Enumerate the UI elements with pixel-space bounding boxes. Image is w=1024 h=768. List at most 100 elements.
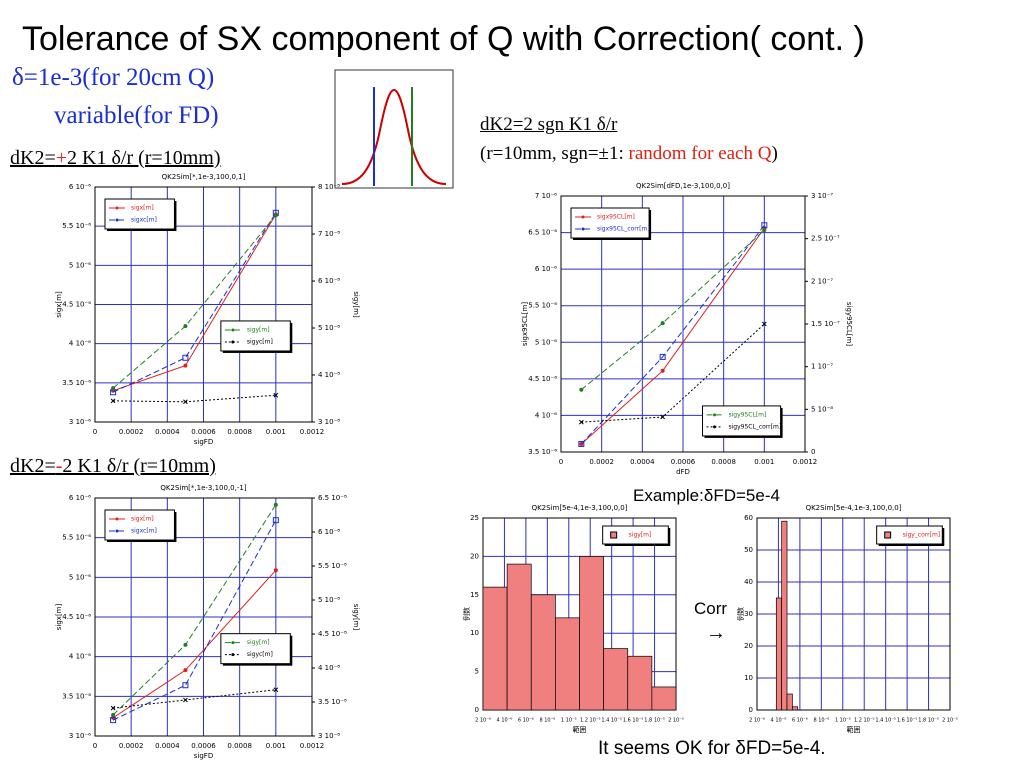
legend [876,525,943,545]
series [110,517,279,724]
y2-tick-label: 6 10⁻⁸ [318,277,340,285]
marker [660,321,665,326]
y-tick-label: 3 10⁻⁶ [69,732,91,740]
y2-tick-label: 3 10⁻⁷ [811,192,833,200]
x-axis-label: dFD [676,468,690,476]
y-tick-label: 5 [475,668,479,676]
x-axis-label: 範囲 [847,725,861,734]
x-tick-label: 0 [559,458,563,466]
y-tick-label: 20 [470,552,479,560]
histogram-bar [603,648,629,711]
marker [579,387,584,392]
x-tick-label: 0.001 [266,428,286,436]
x-tick-label: 0.001 [266,742,286,750]
y-tick-label: 3.5 10⁻⁶ [528,448,557,456]
x-tick-label: 1.2 10⁻⁵ [854,718,875,724]
plot-frame [94,497,313,737]
y-tick-label: 5 10⁻⁶ [69,573,91,581]
x-tick-label: 2 10⁻⁵ [942,718,958,724]
y2-tick-label: 5 10⁻⁸ [318,596,340,604]
plot-frame [94,186,313,423]
text: - [55,455,63,477]
legend-label: sigyc[m] [247,338,273,345]
series [578,321,767,425]
conclusion: It seems OK for δFD=5e-4. [598,738,826,759]
y2-tick-label: 1 10⁻⁷ [811,363,833,371]
slide-title: Tolerance of SX component of Q with Corr… [22,20,865,58]
histogram-bar [786,693,793,711]
y2-axis-label: sigy95CL[m] [845,302,853,346]
x-tick-label: 8 10⁻⁶ [539,718,555,724]
marker [183,324,188,329]
legend [220,633,291,665]
caption: dK2=+2 K1 δ/r (r=10mm) [10,147,220,170]
series-line [112,212,277,393]
marker [273,213,278,218]
x-tick-label: 0.0002 [589,458,614,466]
marker [578,419,584,425]
legend-label: sigy[m] [247,326,270,333]
y-tick-label: 40 [744,578,753,586]
y-tick-label: 5 10⁻⁶ [535,338,557,346]
chart-title: QK2Sim[*,1e-3,100,0,-1] [160,484,246,492]
legend-label: sigx[m] [131,516,154,523]
marker [273,568,278,573]
x-tick-label: 0.0006 [191,742,216,750]
legend-label: sigy95CL_corr[m] [729,423,782,430]
y-tick-label: 10 [470,629,479,637]
legend-marker [581,215,585,219]
y2-tick-label: 2.5 10⁻⁷ [811,235,840,243]
x-tick-label: 0.0008 [227,742,252,750]
legend [602,525,669,545]
y2-tick-label: 3 10⁻⁸ [318,418,340,426]
legend-marker [115,206,119,210]
x-tick-label: 1 10⁻⁵ [561,718,577,724]
y2-tick-label: 3.5 10⁻⁸ [318,698,347,706]
y-tick-label: 3 10⁻⁶ [69,418,91,426]
y2-tick-label: 1.5 10⁻⁷ [811,320,840,328]
y-tick-label: 30 [744,610,753,618]
legend-marker [231,641,235,645]
x-tick-label: 4 10⁻⁶ [497,718,513,724]
x-axis-label: sigFD [194,752,213,760]
series-line [581,229,765,391]
x-tick-label: 1.6 10⁻⁵ [897,718,918,724]
legend-swatch [884,531,892,539]
marker [110,705,116,711]
legend-marker [713,425,717,429]
caption: dK2=2 sgn K1 δ/r [480,114,618,135]
y2-tick-label: 6.5 10⁻⁸ [318,494,347,502]
text: 2 K1 δ/r (r=10mm) [67,147,221,169]
histogram-bar [775,597,783,711]
legend-label: sigy[m] [247,639,270,646]
example: Example:δFD=5e-4 [633,486,780,505]
y-tick-label: 25 [470,514,479,522]
y-tick-label: 4 10⁻⁶ [69,340,91,348]
y-tick-label: 6 10⁻⁶ [69,183,91,191]
series-line [112,214,277,392]
plot-frame [756,517,951,711]
y2-tick-label: 6 10⁻⁸ [318,528,340,536]
legend-label: sigxc[m] [131,217,157,224]
x-tick-label: 1 10⁻⁵ [835,718,851,724]
marker [273,502,278,507]
chart-title: QK2Sim[5e-4,1e-3,100,0,0] [532,504,628,512]
y2-axis-label: sigy[m] [352,291,360,318]
x-tick-label: 8 10⁻⁶ [813,718,829,724]
y-tick-label: 10 [744,674,753,682]
marker [110,717,117,724]
marker [182,354,189,361]
x-tick-label: 0.0004 [155,742,180,750]
caption: dK2=-2 K1 δ/r (r=10mm) [10,455,216,478]
x-tick-label: 1.8 10⁻⁵ [644,718,665,724]
subtitle: variable(for FD) [54,102,219,129]
x-tick-label: 0 [93,428,97,436]
series-line [112,519,277,721]
histogram-bar [555,617,580,711]
x-tick-label: 1.6 10⁻⁵ [623,718,644,724]
legend-swatch [610,531,618,539]
x-tick-label: 0.0008 [227,428,252,436]
y-tick-label: 5 10⁻⁶ [69,261,91,269]
legend [220,320,291,352]
